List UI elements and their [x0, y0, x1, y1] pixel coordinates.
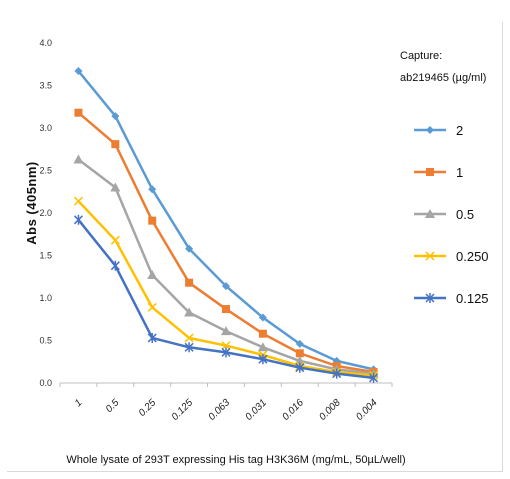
data-point-0.125 — [184, 342, 194, 353]
x-tick-label: 0.008 — [317, 397, 343, 423]
data-point-2 — [148, 185, 157, 194]
data-point-0.5 — [73, 154, 84, 164]
legend-label: 2 — [456, 123, 463, 138]
x-tick-label: 1 — [73, 397, 85, 409]
legend-marker — [426, 126, 434, 134]
x-tick-label: 0.004 — [354, 397, 380, 423]
data-point-0.250 — [110, 235, 120, 245]
y-tick-label: 4.0 — [39, 38, 52, 48]
data-point-0.125 — [221, 347, 231, 358]
data-point-0.125 — [110, 260, 120, 271]
x-tick-label: 0.125 — [170, 397, 196, 423]
x-tick-label: 0.016 — [280, 397, 306, 423]
legend-marker — [425, 251, 435, 261]
x-tick-label: 0.063 — [207, 397, 233, 423]
y-tick-label: 3.0 — [39, 123, 52, 133]
data-point-0.5 — [184, 307, 195, 317]
plot-area — [73, 67, 379, 383]
marker-stroke — [184, 333, 194, 343]
data-point-1 — [185, 278, 194, 287]
data-point-0.5 — [110, 182, 121, 192]
x-axis-title: Whole lysate of 293T expressing His tag … — [66, 454, 405, 466]
data-point-0.125 — [369, 372, 379, 383]
data-point-2 — [258, 313, 267, 322]
legend-marker — [425, 209, 435, 218]
marker-stroke — [73, 196, 83, 206]
x-tick-label: 0.25 — [137, 397, 159, 419]
legend-label: 0.5 — [456, 207, 474, 222]
data-point-1 — [258, 329, 267, 338]
data-point-0.125 — [147, 332, 157, 343]
data-point-1 — [295, 349, 304, 358]
y-tick-label: 2.0 — [39, 208, 52, 218]
data-point-2 — [222, 282, 230, 291]
data-point-0.125 — [332, 368, 342, 379]
marker-stroke — [110, 235, 120, 245]
marker-stroke — [425, 251, 435, 261]
legend-title-line-2: ab219465 (µg/ml) — [400, 72, 486, 84]
y-tick-label: 1.5 — [39, 251, 52, 261]
legend: Capture: ab219465 (µg/ml) 2 1 0.5 0.250 0.12… — [400, 50, 489, 306]
data-point-0.125 — [295, 362, 305, 373]
data-point-0.250 — [147, 302, 157, 312]
data-point-0.125 — [73, 214, 83, 225]
marker-stroke — [221, 341, 231, 351]
series-line-0.5 — [77, 158, 374, 375]
legend-marker — [425, 293, 435, 303]
data-point-0.5 — [257, 342, 268, 352]
data-point-1 — [111, 140, 120, 149]
data-point-0.5 — [147, 270, 158, 280]
x-tick-label: 0.031 — [244, 397, 269, 422]
data-point-0.250 — [221, 341, 231, 351]
data-point-0.250 — [184, 333, 194, 343]
y-axis: 0.0 0.5 1.0 1.5 2.0 2.5 3.0 3.5 4.0 — [39, 38, 52, 388]
y-tick-label: 0.0 — [39, 378, 52, 388]
legend-label: 0.125 — [456, 291, 489, 306]
y-tick-label: 0.5 — [39, 336, 52, 346]
data-point-0.5 — [221, 326, 231, 336]
data-point-0.125 — [258, 354, 268, 365]
data-point-0.250 — [73, 196, 83, 206]
chart-frame — [7, 22, 503, 472]
legend-label: 0.250 — [456, 249, 489, 264]
y-axis-title: Abs (405nm) — [24, 161, 39, 245]
data-point-1 — [222, 305, 230, 314]
data-point-2 — [74, 67, 83, 76]
data-point-2 — [111, 112, 120, 121]
data-point-1 — [74, 108, 83, 117]
y-tick-label: 1.0 — [39, 293, 52, 303]
series-line-2 — [77, 70, 374, 371]
legend-marker — [426, 168, 434, 176]
data-point-2 — [295, 339, 304, 348]
data-point-2 — [185, 244, 194, 253]
x-axis: 1 0.5 0.25 0.125 0.063 0.031 0.016 0.008 0.004 — [59, 382, 393, 423]
x-tick-label: 0.5 — [104, 397, 122, 415]
marker-stroke — [147, 302, 157, 312]
legend-title-line-1: Capture: — [400, 50, 442, 62]
legend-label: 1 — [456, 165, 463, 180]
y-tick-label: 2.5 — [39, 166, 52, 176]
y-tick-label: 3.5 — [39, 81, 52, 91]
data-point-1 — [148, 216, 157, 225]
